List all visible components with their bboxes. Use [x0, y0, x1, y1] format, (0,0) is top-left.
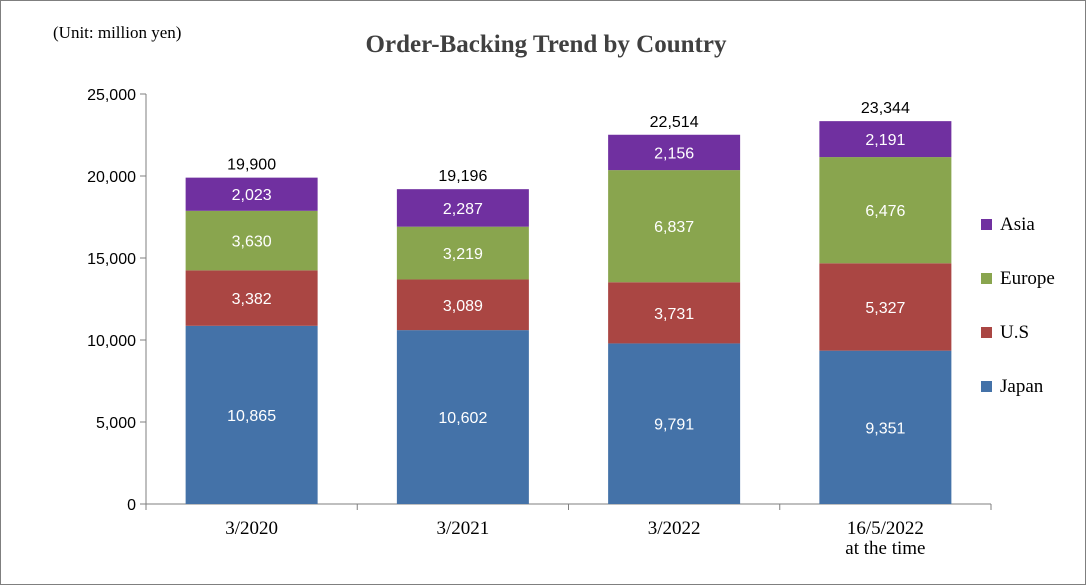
segment-value-label: 3,731 [654, 306, 694, 323]
legend-swatch [981, 219, 992, 230]
segment-value-label: 6,476 [865, 203, 905, 220]
bar-segment-u-s [185, 270, 318, 326]
legend-swatch [981, 327, 992, 338]
bar-segment-asia [185, 177, 318, 211]
total-value-label: 19,900 [227, 157, 276, 174]
bar-segment-europe [608, 170, 741, 283]
bar-segment-asia [819, 121, 952, 158]
legend-item: Asia [981, 214, 1035, 235]
segment-value-label: 9,351 [865, 420, 905, 437]
unit-note: (Unit: million yen) [53, 23, 181, 42]
legend-label: Europe [1000, 268, 1055, 289]
bar-segment-europe [185, 210, 318, 271]
y-tick-label: 20,000 [87, 169, 136, 186]
legend-label: U.S [1000, 322, 1029, 343]
segment-value-label: 2,287 [443, 201, 483, 218]
bar-segment-japan [185, 325, 318, 504]
bar-segment-u-s [396, 279, 529, 331]
bar-segment-japan [819, 350, 952, 504]
segment-value-label: 5,327 [865, 300, 905, 317]
bar-segment-u-s [819, 263, 952, 351]
legend-item: Europe [981, 268, 1055, 289]
legend-swatch [981, 381, 992, 392]
bar-segment-japan [396, 330, 529, 504]
bar-stack: 9,791 3,731 6,837 2,156 22,514 [608, 114, 741, 504]
y-tick-label: 5,000 [96, 415, 136, 432]
bar-stack: 10,602 3,089 3,219 2,287 19,196 [396, 168, 529, 504]
y-axis: 0 5,000 10,000 15,000 20,000 25,000 [87, 87, 147, 514]
bar-segment-asia [608, 134, 741, 171]
legend: Asia Europe U.S Japan [981, 214, 1055, 397]
total-value-label: 19,196 [438, 168, 487, 185]
legend-swatch [981, 273, 992, 284]
bar-segment-japan [608, 343, 741, 504]
bars: 10,865 3,382 3,630 2,023 19,900 10,602 3,089 3,… [185, 100, 952, 504]
bar-segment-europe [819, 157, 952, 264]
bar-segment-asia [396, 189, 529, 227]
chart-title: Order-Backing Trend by Country [366, 31, 727, 58]
segment-value-label: 3,219 [443, 246, 483, 263]
segment-value-label: 2,023 [232, 187, 272, 204]
x-tick-label: 16/5/2022 [847, 518, 924, 539]
bar-stack: 9,351 5,327 6,476 2,191 23,344 [819, 100, 952, 504]
legend-item: Japan [981, 376, 1044, 397]
bar-segment-europe [396, 226, 529, 280]
segment-value-label: 3,630 [232, 234, 272, 251]
legend-label: Asia [1000, 214, 1035, 235]
segment-value-label: 6,837 [654, 219, 694, 236]
legend-label: Japan [1000, 376, 1044, 397]
bar-stack: 10,865 3,382 3,630 2,023 19,900 [185, 157, 318, 504]
x-tick-label: 3/2022 [648, 518, 701, 539]
total-value-label: 22,514 [650, 114, 699, 131]
total-value-label: 23,344 [861, 100, 910, 117]
segment-value-label: 10,865 [227, 408, 276, 425]
y-tick-label: 10,000 [87, 333, 136, 350]
x-tick-label: at the time [845, 538, 925, 559]
x-tick-label: 3/2021 [436, 518, 489, 539]
segment-value-label: 10,602 [438, 410, 487, 427]
segment-value-label: 2,156 [654, 145, 694, 162]
legend-item: U.S [981, 322, 1029, 343]
y-tick-label: 0 [127, 497, 136, 514]
y-tick-label: 25,000 [87, 87, 136, 104]
x-tick-label: 3/2020 [225, 518, 278, 539]
y-tick-label: 15,000 [87, 251, 136, 268]
segment-value-label: 3,089 [443, 298, 483, 315]
bar-segment-u-s [608, 282, 741, 344]
segment-value-label: 9,791 [654, 417, 694, 434]
segment-value-label: 3,382 [232, 291, 272, 308]
segment-value-label: 2,191 [865, 132, 905, 149]
